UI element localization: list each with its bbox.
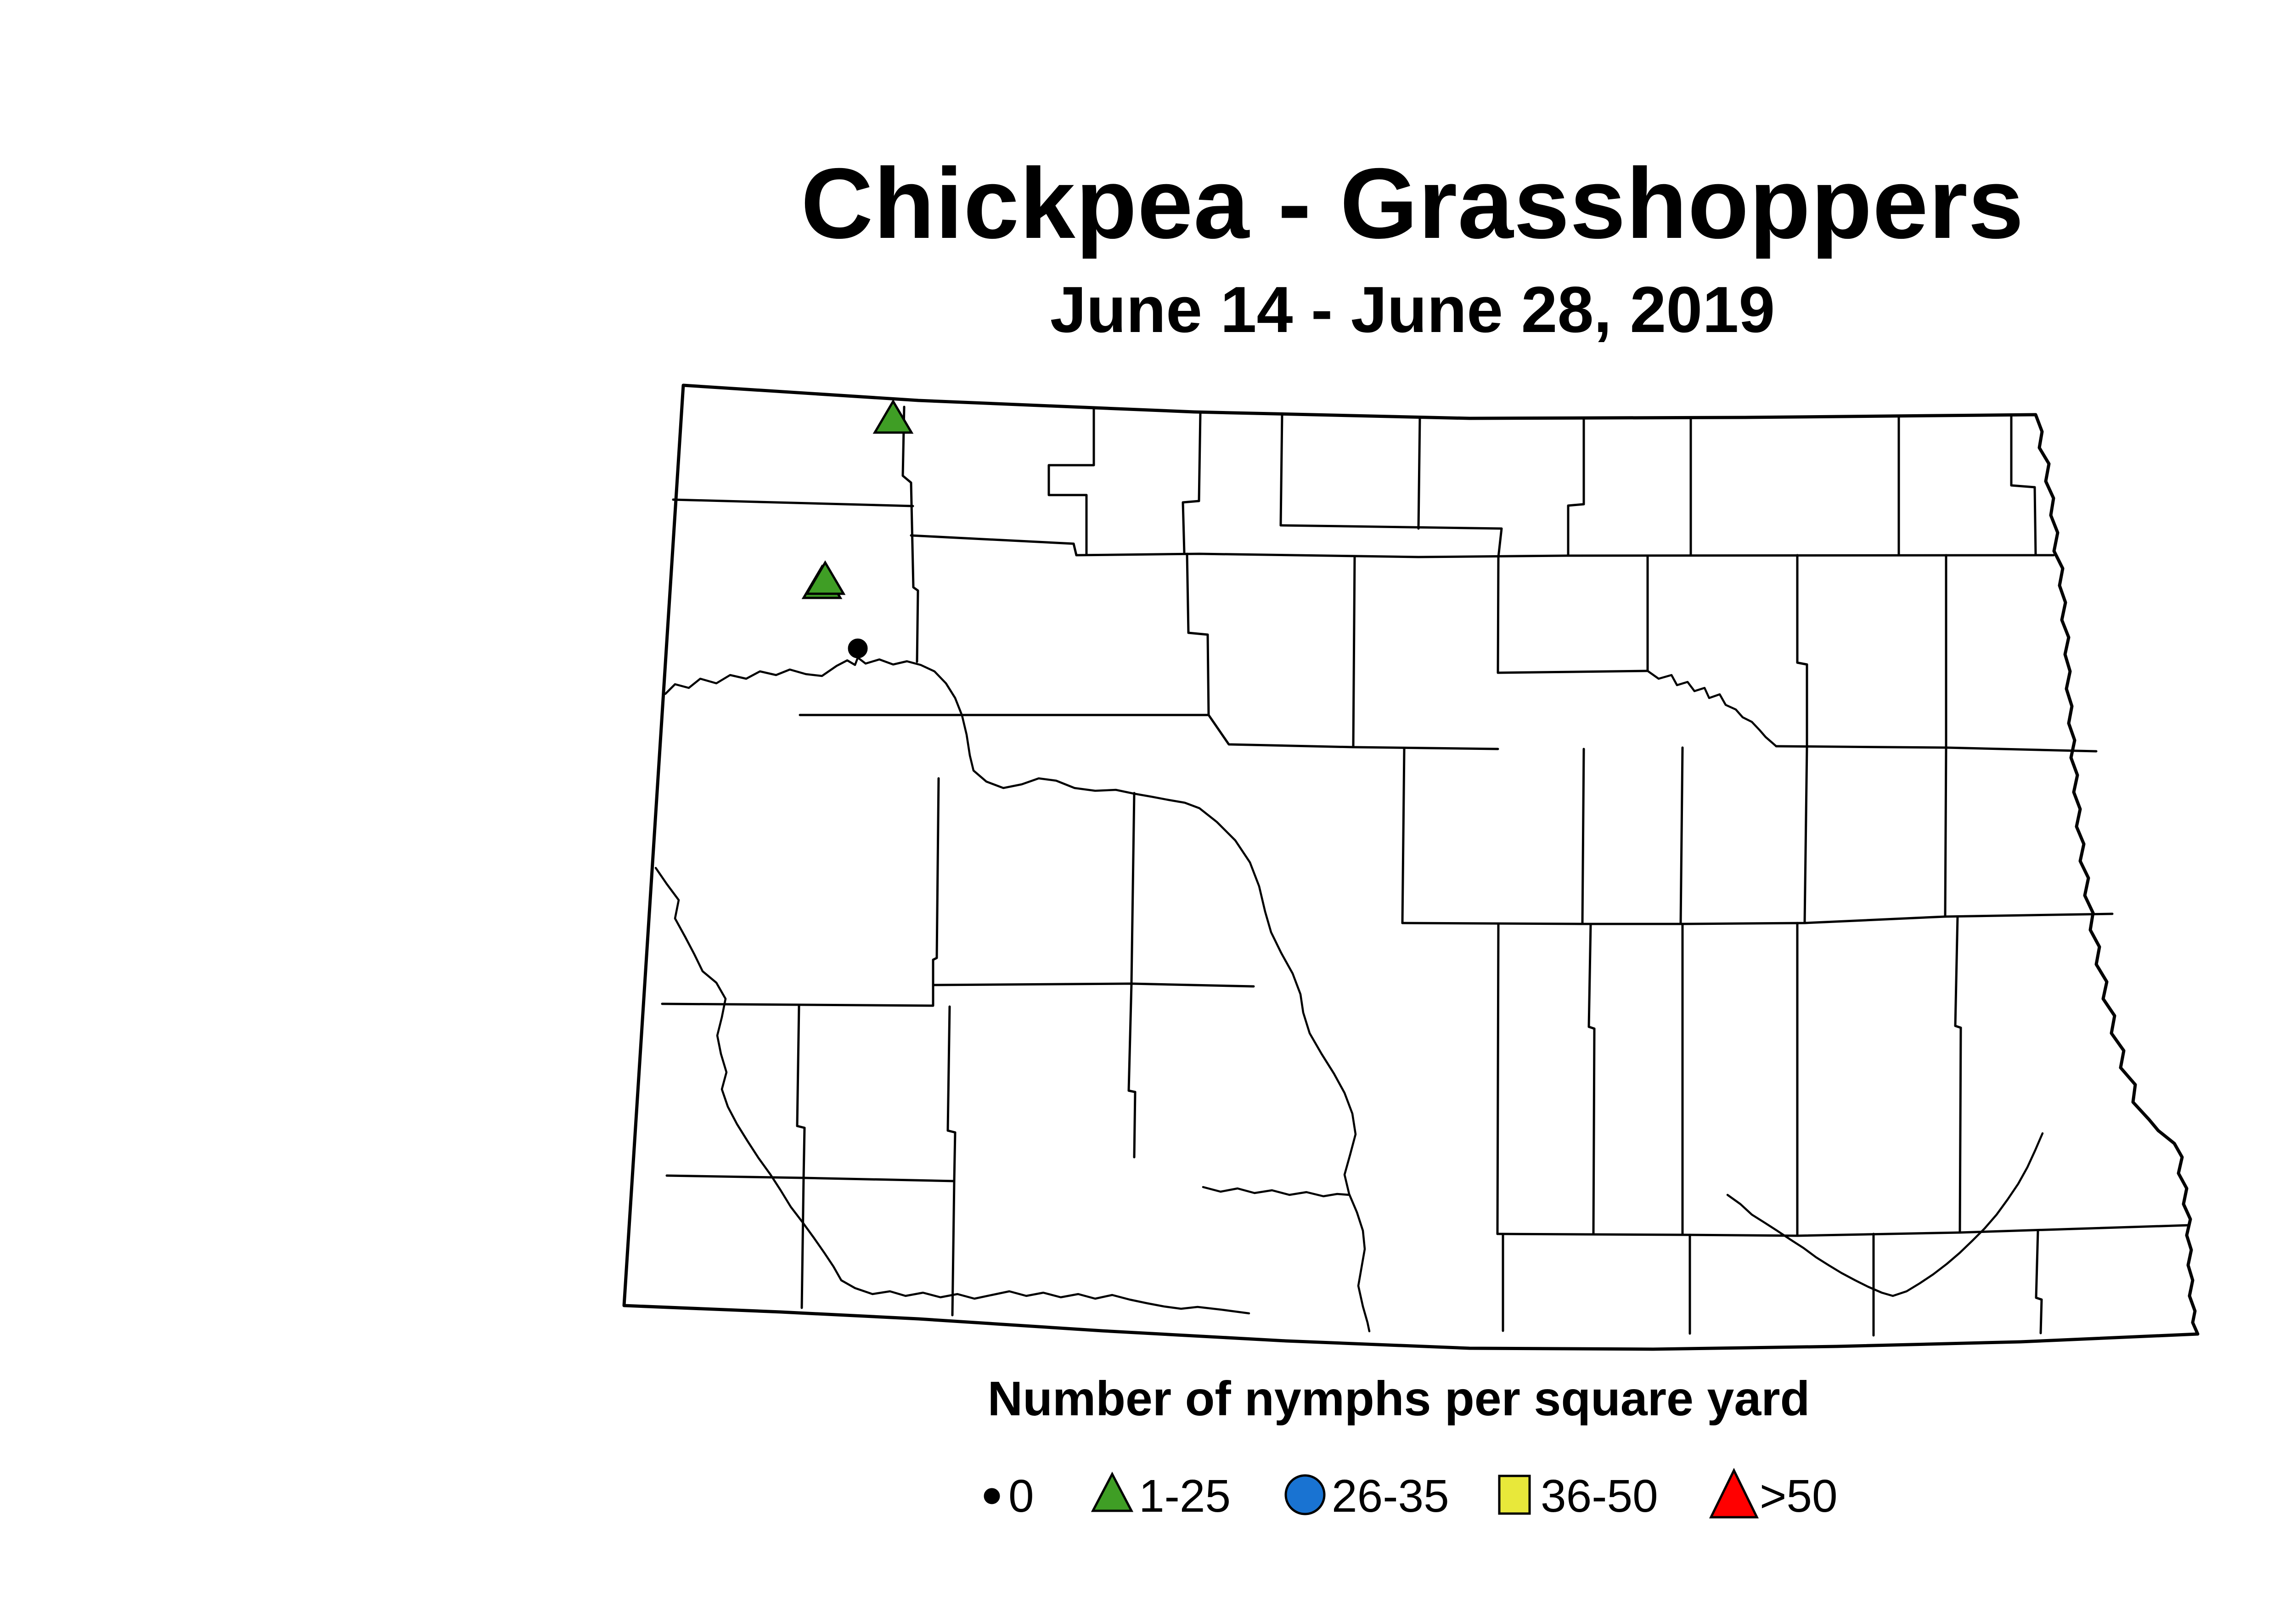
missouri-river xyxy=(664,656,1371,1333)
legend-label-1-25: 1-25 xyxy=(1139,1470,1231,1522)
map-marker-triangle xyxy=(805,560,846,595)
legend-label-36-50: 36-50 xyxy=(1541,1470,1658,1522)
map-markers xyxy=(801,399,914,659)
cannonball-river xyxy=(1202,1186,1351,1198)
james-sheyenne-river xyxy=(1726,1132,2044,1297)
map-marker-dot xyxy=(848,638,868,659)
legend-dot-symbol xyxy=(984,1488,1000,1504)
legend-triangle-green-symbol xyxy=(1091,1471,1134,1512)
map-marker-triangle xyxy=(872,399,914,434)
legend-label-26-35: 26-35 xyxy=(1332,1470,1449,1522)
legend-circle-blue-symbol xyxy=(1284,1474,1326,1515)
page-subtitle: June 14 - June 28, 2019 xyxy=(1050,273,1775,346)
legend-title: Number of nymphs per square yard xyxy=(987,1372,1810,1426)
legend-label-0: 0 xyxy=(1008,1470,1034,1522)
devils-lake-shoreline xyxy=(1646,670,1778,748)
county-boundaries xyxy=(661,405,2191,1337)
legend-label-gt50: >50 xyxy=(1760,1470,1838,1522)
legend-square-yellow-symbol xyxy=(1498,1475,1531,1515)
state-outline xyxy=(622,383,2200,1351)
rivers xyxy=(654,656,2044,1333)
page-title: Chickpea - Grasshoppers xyxy=(800,148,2025,259)
little-missouri-river xyxy=(654,867,1250,1315)
legend-triangle-red-symbol xyxy=(1709,1468,1759,1519)
